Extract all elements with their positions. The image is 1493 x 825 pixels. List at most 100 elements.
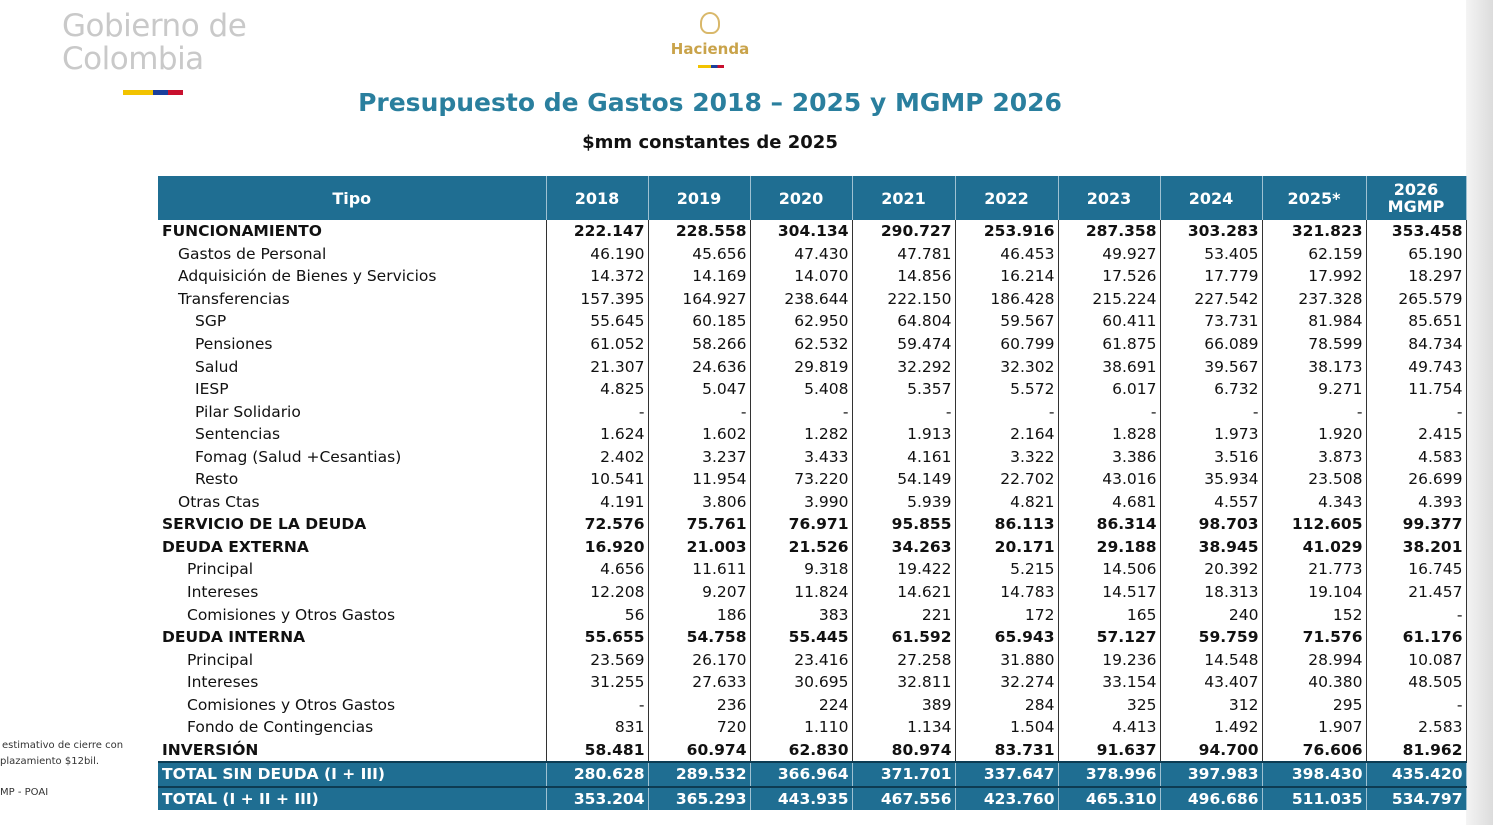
cell-value: 14.621 <box>852 580 956 604</box>
column-header: Tipo <box>158 176 547 220</box>
cell-value: 32.811 <box>852 670 956 694</box>
cell-value: 65.943 <box>955 625 1059 649</box>
cell-value: - <box>1366 693 1467 717</box>
cell-value: 4.413 <box>1058 716 1161 739</box>
cell-value: 831 <box>546 716 649 739</box>
subtitle: $mm constantes de 2025 <box>582 132 838 153</box>
table-row: Fomag (Salud +Cesantias) 2.402 3.237 3.433 4… <box>158 445 1467 469</box>
cell-value: 14.169 <box>648 265 751 288</box>
cell-value: 397.983 <box>1160 761 1263 787</box>
cell-value: 112.605 <box>1262 513 1367 536</box>
cell-value: 9.318 <box>750 558 853 581</box>
cell-value: 19.236 <box>1058 648 1161 671</box>
cell-value: 3.386 <box>1058 445 1161 469</box>
cell-value: 4.191 <box>546 490 649 514</box>
cell-value: 54.758 <box>648 625 751 649</box>
cell-value: 32.274 <box>955 670 1059 694</box>
table-row: Intereses 31.255 27.633 30.695 32.811 32.274 3… <box>158 670 1467 694</box>
cell-value: 22.702 <box>955 468 1059 491</box>
cell-value: 21.003 <box>648 535 751 559</box>
cell-value: 467.556 <box>852 785 956 811</box>
cell-value: 172 <box>955 603 1059 626</box>
logo-line: Gobierno de <box>62 8 247 44</box>
cell-value: 6.017 <box>1058 377 1161 401</box>
cell-value: 1.602 <box>648 422 751 446</box>
cell-value: 81.962 <box>1366 738 1467 763</box>
cell-value: 31.255 <box>546 670 649 694</box>
table-row: Gastos de Personal 46.190 45.656 47.430 47.7… <box>158 242 1467 266</box>
row-label: TOTAL SIN DEUDA (I + III) <box>158 761 547 787</box>
cell-value: 56 <box>546 603 649 626</box>
cell-value: 222.147 <box>546 220 649 243</box>
cell-value: 228.558 <box>648 220 751 243</box>
cell-value: 227.542 <box>1160 287 1263 311</box>
cell-value: 64.804 <box>852 310 956 333</box>
cell-value: 186 <box>648 603 751 626</box>
cell-value: 83.731 <box>955 738 1059 763</box>
cell-value: 4.557 <box>1160 490 1263 514</box>
cell-value: 325 <box>1058 693 1161 717</box>
table-row: Principal 4.656 11.611 9.318 19.422 5.215 14.5… <box>158 558 1467 581</box>
cell-value: 26.170 <box>648 648 751 671</box>
cell-value: 1.907 <box>1262 716 1367 739</box>
logo-line: Colombia <box>62 41 204 77</box>
cell-value: 21.307 <box>546 355 649 378</box>
cell-value: 66.089 <box>1160 332 1263 356</box>
cell-value: 17.526 <box>1058 265 1161 288</box>
cell-value: 312 <box>1160 693 1263 717</box>
cell-value: 496.686 <box>1160 785 1263 811</box>
cell-value: 26.699 <box>1366 468 1467 491</box>
cell-value: 289.532 <box>648 761 751 787</box>
cell-value: 78.599 <box>1262 332 1367 356</box>
table-row: Adquisición de Bienes y Servicios 14.372 1… <box>158 265 1467 288</box>
cell-value: 35.934 <box>1160 468 1263 491</box>
cell-value: 27.633 <box>648 670 751 694</box>
cell-value: 16.920 <box>546 535 649 559</box>
cell-value: 76.606 <box>1262 738 1367 763</box>
row-label: DEUDA INTERNA <box>158 625 547 649</box>
cell-value: 21.526 <box>750 535 853 559</box>
cell-value: 60.974 <box>648 738 751 763</box>
table-row: IESP 4.825 5.047 5.408 5.357 5.572 6.017 6.732 9… <box>158 377 1467 401</box>
cell-value: 2.583 <box>1366 716 1467 739</box>
cell-value: 49.927 <box>1058 242 1161 266</box>
cell-value: 280.628 <box>546 761 649 787</box>
cell-value: 39.567 <box>1160 355 1263 378</box>
cell-value: 59.567 <box>955 310 1059 333</box>
cell-value: 3.516 <box>1160 445 1263 469</box>
cell-value: 465.310 <box>1058 785 1161 811</box>
column-header: 2024 <box>1160 176 1263 220</box>
cell-value: 75.761 <box>648 513 751 536</box>
cell-value: 9.207 <box>648 580 751 604</box>
cell-value: 73.220 <box>750 468 853 491</box>
cell-value: 23.569 <box>546 648 649 671</box>
row-label: Intereses <box>158 670 547 694</box>
table-row: Pilar Solidario - - - - - - - - - <box>158 400 1467 423</box>
table-body: FUNCIONAMIENTO 222.147 228.558 304.134 290.7… <box>158 220 1467 811</box>
column-header: 2026 MGMP <box>1366 176 1467 220</box>
cell-value: 5.572 <box>955 377 1059 401</box>
row-label: Fomag (Salud +Cesantias) <box>158 445 547 469</box>
table-row: Transferencias 157.395 164.927 238.644 222.1… <box>158 287 1467 311</box>
cell-value: 365.293 <box>648 785 751 811</box>
cell-value: - <box>1160 400 1263 423</box>
cell-value: 1.828 <box>1058 422 1161 446</box>
cell-value: 20.171 <box>955 535 1059 559</box>
cell-value: 10.087 <box>1366 648 1467 671</box>
cell-value: 59.759 <box>1160 625 1263 649</box>
logo: Gobierno de Colombia <box>62 8 247 77</box>
slide-edge <box>1466 0 1493 825</box>
cell-value: 84.734 <box>1366 332 1467 356</box>
cell-value: 62.950 <box>750 310 853 333</box>
table-row: FUNCIONAMIENTO 222.147 228.558 304.134 290.7… <box>158 220 1467 243</box>
cell-value: 237.328 <box>1262 287 1367 311</box>
cell-value: 91.637 <box>1058 738 1161 763</box>
cell-value: 253.916 <box>955 220 1059 243</box>
cell-value: 32.302 <box>955 355 1059 378</box>
cell-value: - <box>1366 603 1467 626</box>
table-row: Sentencias 1.624 1.602 1.282 1.913 2.164 1.828… <box>158 422 1467 446</box>
table-row: DEUDA INTERNA 55.655 54.758 55.445 61.592 65.… <box>158 625 1467 649</box>
column-header: 2022 <box>955 176 1059 220</box>
table-row: Otras Ctas 4.191 3.806 3.990 5.939 4.821 4.681… <box>158 490 1467 514</box>
cell-value: 38.173 <box>1262 355 1367 378</box>
